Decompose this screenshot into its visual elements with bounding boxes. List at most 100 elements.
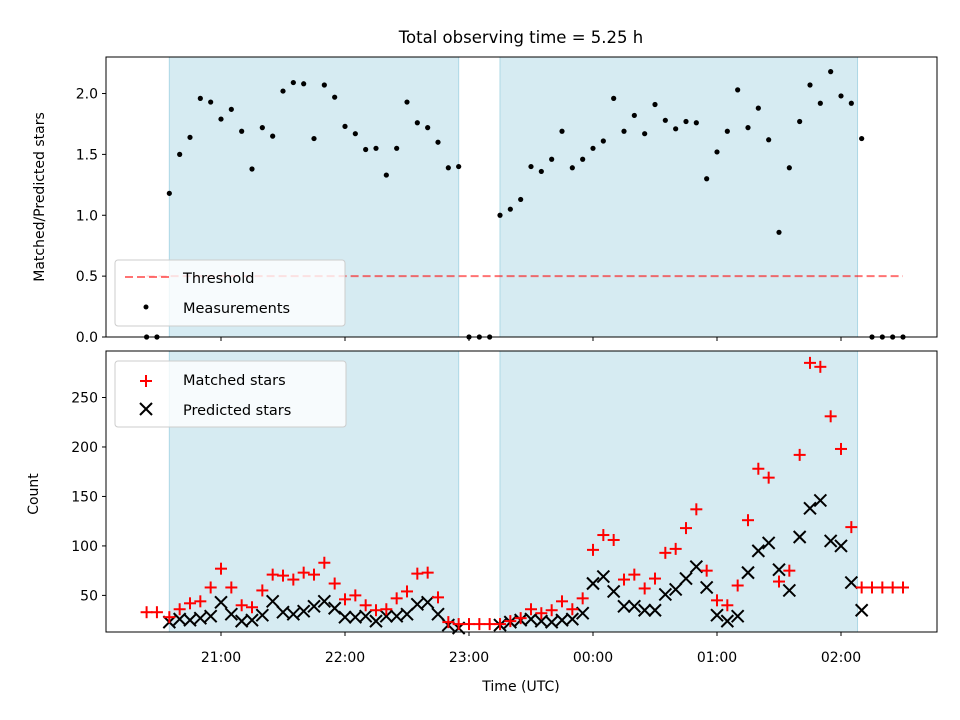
top-panel: 0.00.51.01.52.0 Matched/Predicted stars … [32,56,938,346]
legend-measurements-label: Measurements [183,301,290,317]
measurement-point [228,106,234,112]
predicted-star-point [689,559,704,574]
matched-star-point [638,582,651,595]
measurement-point [590,145,596,151]
matched-star-point [669,542,682,555]
measurement-point [270,133,276,139]
predicted-star-point [358,609,373,623]
legend-predicted-swatch [139,402,153,416]
measurement-point [807,82,813,88]
measurement-point [859,135,865,142]
matched-star-point [246,601,258,614]
measurement-point [425,125,431,131]
matched-star-point [886,581,899,594]
matched-star-point [297,566,310,579]
predicted-star-point [730,609,745,623]
measurement-point [828,69,834,75]
measurement-point [414,120,420,126]
predicted-star-point [679,571,693,586]
predicted-star-point [803,501,817,516]
y-tick-label: 150 [71,489,98,505]
predicted-star-point [648,603,662,617]
top-measurement-points [144,69,906,340]
measurement-point [838,93,844,99]
measurement-point [611,95,617,101]
matched-star-point [535,607,548,620]
measurement-point [342,123,348,129]
matched-star-point [390,592,403,605]
predicted-star-point [369,614,383,628]
predicted-star-point [255,608,270,622]
predicted-star-point [410,597,425,612]
x-tick-label: 23:00 [449,650,489,666]
measurement-point [177,151,183,157]
predicted-star-point [276,605,290,619]
predicted-star-point [782,583,797,598]
measurement-point [580,156,586,162]
measurement-point [456,163,462,170]
measurement-point [528,163,534,170]
bottom-legend: Matched stars Predicted stars [114,360,347,428]
matched-star-point [380,603,393,616]
matched-star-point [659,546,672,559]
matched-star-point [587,543,599,556]
predicted-star-point [203,609,218,623]
top-legend-frame [114,259,346,327]
predicted-star-point [317,594,332,609]
matched-star-point [349,589,362,602]
matched-star-point [483,618,496,631]
matched-star-point [401,585,413,598]
measurement-point [280,88,286,94]
top-y-ticks: 0.0 0.5 1.0 1.5 2.0 [76,87,106,346]
matched-star-point [649,572,661,585]
measurement-point [755,105,761,111]
measurement-point [290,79,296,86]
matched-star-point [194,595,207,608]
matched-star-point [266,568,279,581]
measurement-point [724,128,730,134]
y-tick-label: 100 [71,539,98,555]
matched-star-point [277,569,289,582]
chart-title: Total observing time = 5.25 h [398,28,643,47]
measurement-point [383,172,389,178]
predicted-star-point [751,544,766,558]
top-y-axis-label: Matched/Predicted stars [32,112,48,282]
matched-star-point [804,356,816,369]
measurement-point [249,166,255,172]
matched-star-markers [140,356,909,631]
predicted-star-point [286,607,301,621]
predicted-star-point [524,612,538,626]
measurement-point [197,95,203,101]
measurement-point [218,116,224,122]
matched-star-point [866,581,878,594]
matched-star-point [556,595,568,608]
legend-threshold-label: Threshold [182,271,254,287]
matched-star-point [793,448,806,461]
bottom-legend-frame [114,360,347,428]
measurement-point [518,196,524,203]
matched-star-point [855,581,868,594]
top-x-ticks [220,337,842,341]
matched-star-point [173,603,186,616]
measurement-point [569,165,575,171]
measurement-point [631,112,637,119]
matched-star-point [463,618,475,631]
matched-star-point [184,597,196,610]
observing-window-2 [499,56,859,338]
matched-star-point [140,606,153,619]
predicted-star-point [193,611,208,625]
predicted-star-point [224,607,239,621]
matched-star-point [525,603,537,616]
measurement-point [714,149,720,155]
matched-star-point [225,581,238,594]
matched-star-point [256,584,269,597]
y-tick-label: 2.0 [76,87,98,103]
predicted-star-point [596,569,611,584]
matched-star-point [504,615,517,628]
x-tick-label: 22:00 [325,650,365,666]
measurement-point [797,118,803,125]
legend-measurements-swatch [143,304,149,310]
matched-star-point [442,616,455,629]
predicted-star-point [431,607,445,621]
measurement-point [497,212,503,218]
